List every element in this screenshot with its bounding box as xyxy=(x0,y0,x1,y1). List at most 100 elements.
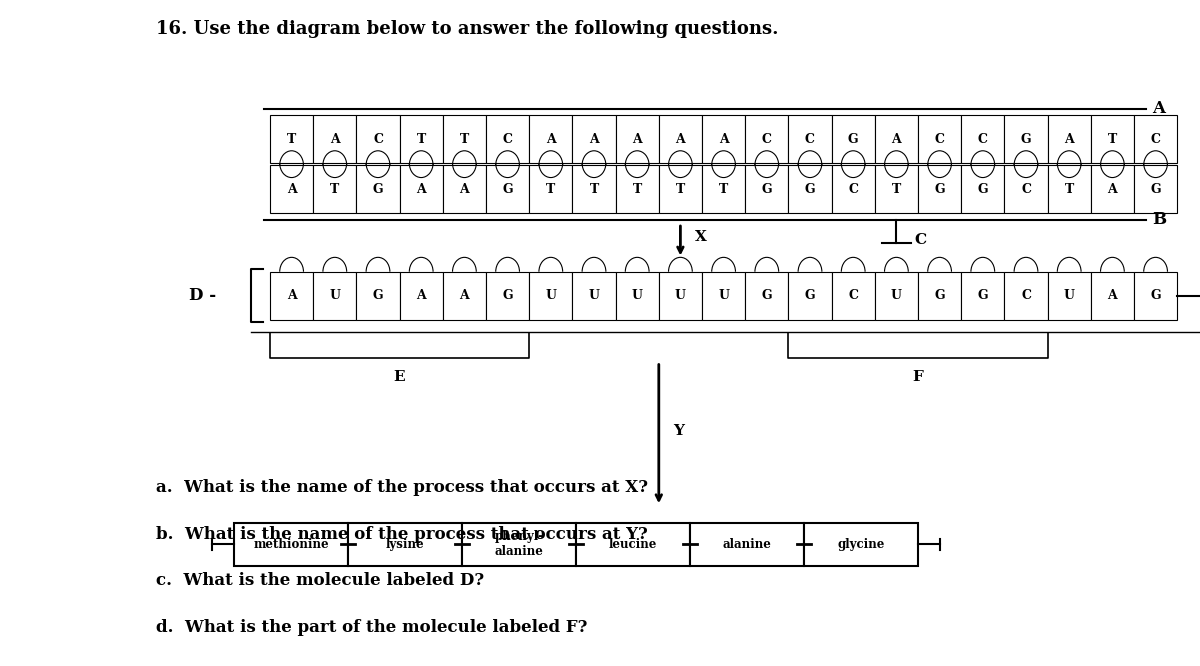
Bar xyxy=(572,115,616,163)
Text: C: C xyxy=(848,182,858,196)
Text: alanine: alanine xyxy=(722,538,772,551)
Bar xyxy=(1134,165,1177,213)
Text: C: C xyxy=(373,133,383,146)
Text: C: C xyxy=(978,133,988,146)
Text: C: C xyxy=(848,289,858,302)
Bar xyxy=(832,272,875,320)
Text: A: A xyxy=(460,289,469,302)
Text: C: C xyxy=(762,133,772,146)
Bar xyxy=(529,115,572,163)
Bar xyxy=(529,165,572,213)
Bar xyxy=(961,165,1004,213)
Text: T: T xyxy=(416,133,426,146)
Bar xyxy=(486,165,529,213)
Bar xyxy=(875,115,918,163)
Bar xyxy=(576,523,690,566)
Text: G: G xyxy=(805,182,815,196)
Bar xyxy=(486,115,529,163)
Bar xyxy=(529,272,572,320)
Text: U: U xyxy=(329,289,341,302)
Text: A: A xyxy=(632,133,642,146)
Text: U: U xyxy=(1063,289,1075,302)
Bar xyxy=(745,115,788,163)
Text: A: A xyxy=(1108,182,1117,196)
Bar xyxy=(875,165,918,213)
Text: C: C xyxy=(935,133,944,146)
Text: G: G xyxy=(373,289,383,302)
Text: A: A xyxy=(416,289,426,302)
Bar xyxy=(400,165,443,213)
Text: A: A xyxy=(416,182,426,196)
Text: A: A xyxy=(546,133,556,146)
Text: B: B xyxy=(1152,211,1166,228)
Bar xyxy=(356,115,400,163)
Bar xyxy=(702,115,745,163)
Text: leucine: leucine xyxy=(608,538,658,551)
Bar xyxy=(659,115,702,163)
Bar xyxy=(788,165,832,213)
Bar xyxy=(462,523,576,566)
Text: G: G xyxy=(373,182,383,196)
Text: G: G xyxy=(935,289,944,302)
Bar xyxy=(270,165,313,213)
Bar xyxy=(918,165,961,213)
Bar xyxy=(1004,272,1048,320)
Text: A: A xyxy=(287,182,296,196)
Bar xyxy=(313,115,356,163)
Bar xyxy=(1091,115,1134,163)
Text: E: E xyxy=(394,370,406,384)
Bar xyxy=(918,115,961,163)
Text: G: G xyxy=(805,289,815,302)
Text: G: G xyxy=(1151,182,1160,196)
Text: phenyl-
alanine: phenyl- alanine xyxy=(494,530,544,559)
Bar xyxy=(788,115,832,163)
Text: C: C xyxy=(914,232,926,247)
Bar xyxy=(690,523,804,566)
Bar xyxy=(702,165,745,213)
Bar xyxy=(1134,115,1177,163)
Text: G: G xyxy=(1021,133,1031,146)
Text: A: A xyxy=(676,133,685,146)
Text: T: T xyxy=(287,133,296,146)
Text: lysine: lysine xyxy=(385,538,425,551)
Bar xyxy=(616,165,659,213)
Bar xyxy=(356,272,400,320)
Bar xyxy=(356,165,400,213)
Bar xyxy=(313,272,356,320)
Bar xyxy=(313,165,356,213)
Text: D -: D - xyxy=(188,287,216,304)
Bar xyxy=(443,115,486,163)
Text: C: C xyxy=(1021,182,1031,196)
Bar xyxy=(234,523,348,566)
Bar xyxy=(486,272,529,320)
Text: T: T xyxy=(719,182,728,196)
Text: 16. Use the diagram below to answer the following questions.: 16. Use the diagram below to answer the … xyxy=(156,20,779,38)
Bar xyxy=(1134,272,1177,320)
Text: T: T xyxy=(1064,182,1074,196)
Text: G: G xyxy=(762,182,772,196)
Text: A: A xyxy=(1152,100,1165,117)
Text: methionine: methionine xyxy=(253,538,329,551)
Bar xyxy=(832,115,875,163)
Bar xyxy=(400,272,443,320)
Text: Y: Y xyxy=(673,424,684,438)
Text: G: G xyxy=(978,289,988,302)
Bar xyxy=(918,272,961,320)
Text: T: T xyxy=(330,182,340,196)
Bar xyxy=(616,272,659,320)
Bar xyxy=(1048,272,1091,320)
Text: G: G xyxy=(503,182,512,196)
Text: U: U xyxy=(631,289,643,302)
Text: T: T xyxy=(460,133,469,146)
Text: U: U xyxy=(545,289,557,302)
Bar xyxy=(832,165,875,213)
Bar xyxy=(1091,165,1134,213)
Text: G: G xyxy=(503,289,512,302)
Bar xyxy=(961,272,1004,320)
Text: A: A xyxy=(287,289,296,302)
Text: F: F xyxy=(912,370,924,384)
Bar xyxy=(348,523,462,566)
Text: G: G xyxy=(762,289,772,302)
Text: A: A xyxy=(589,133,599,146)
Bar xyxy=(702,272,745,320)
